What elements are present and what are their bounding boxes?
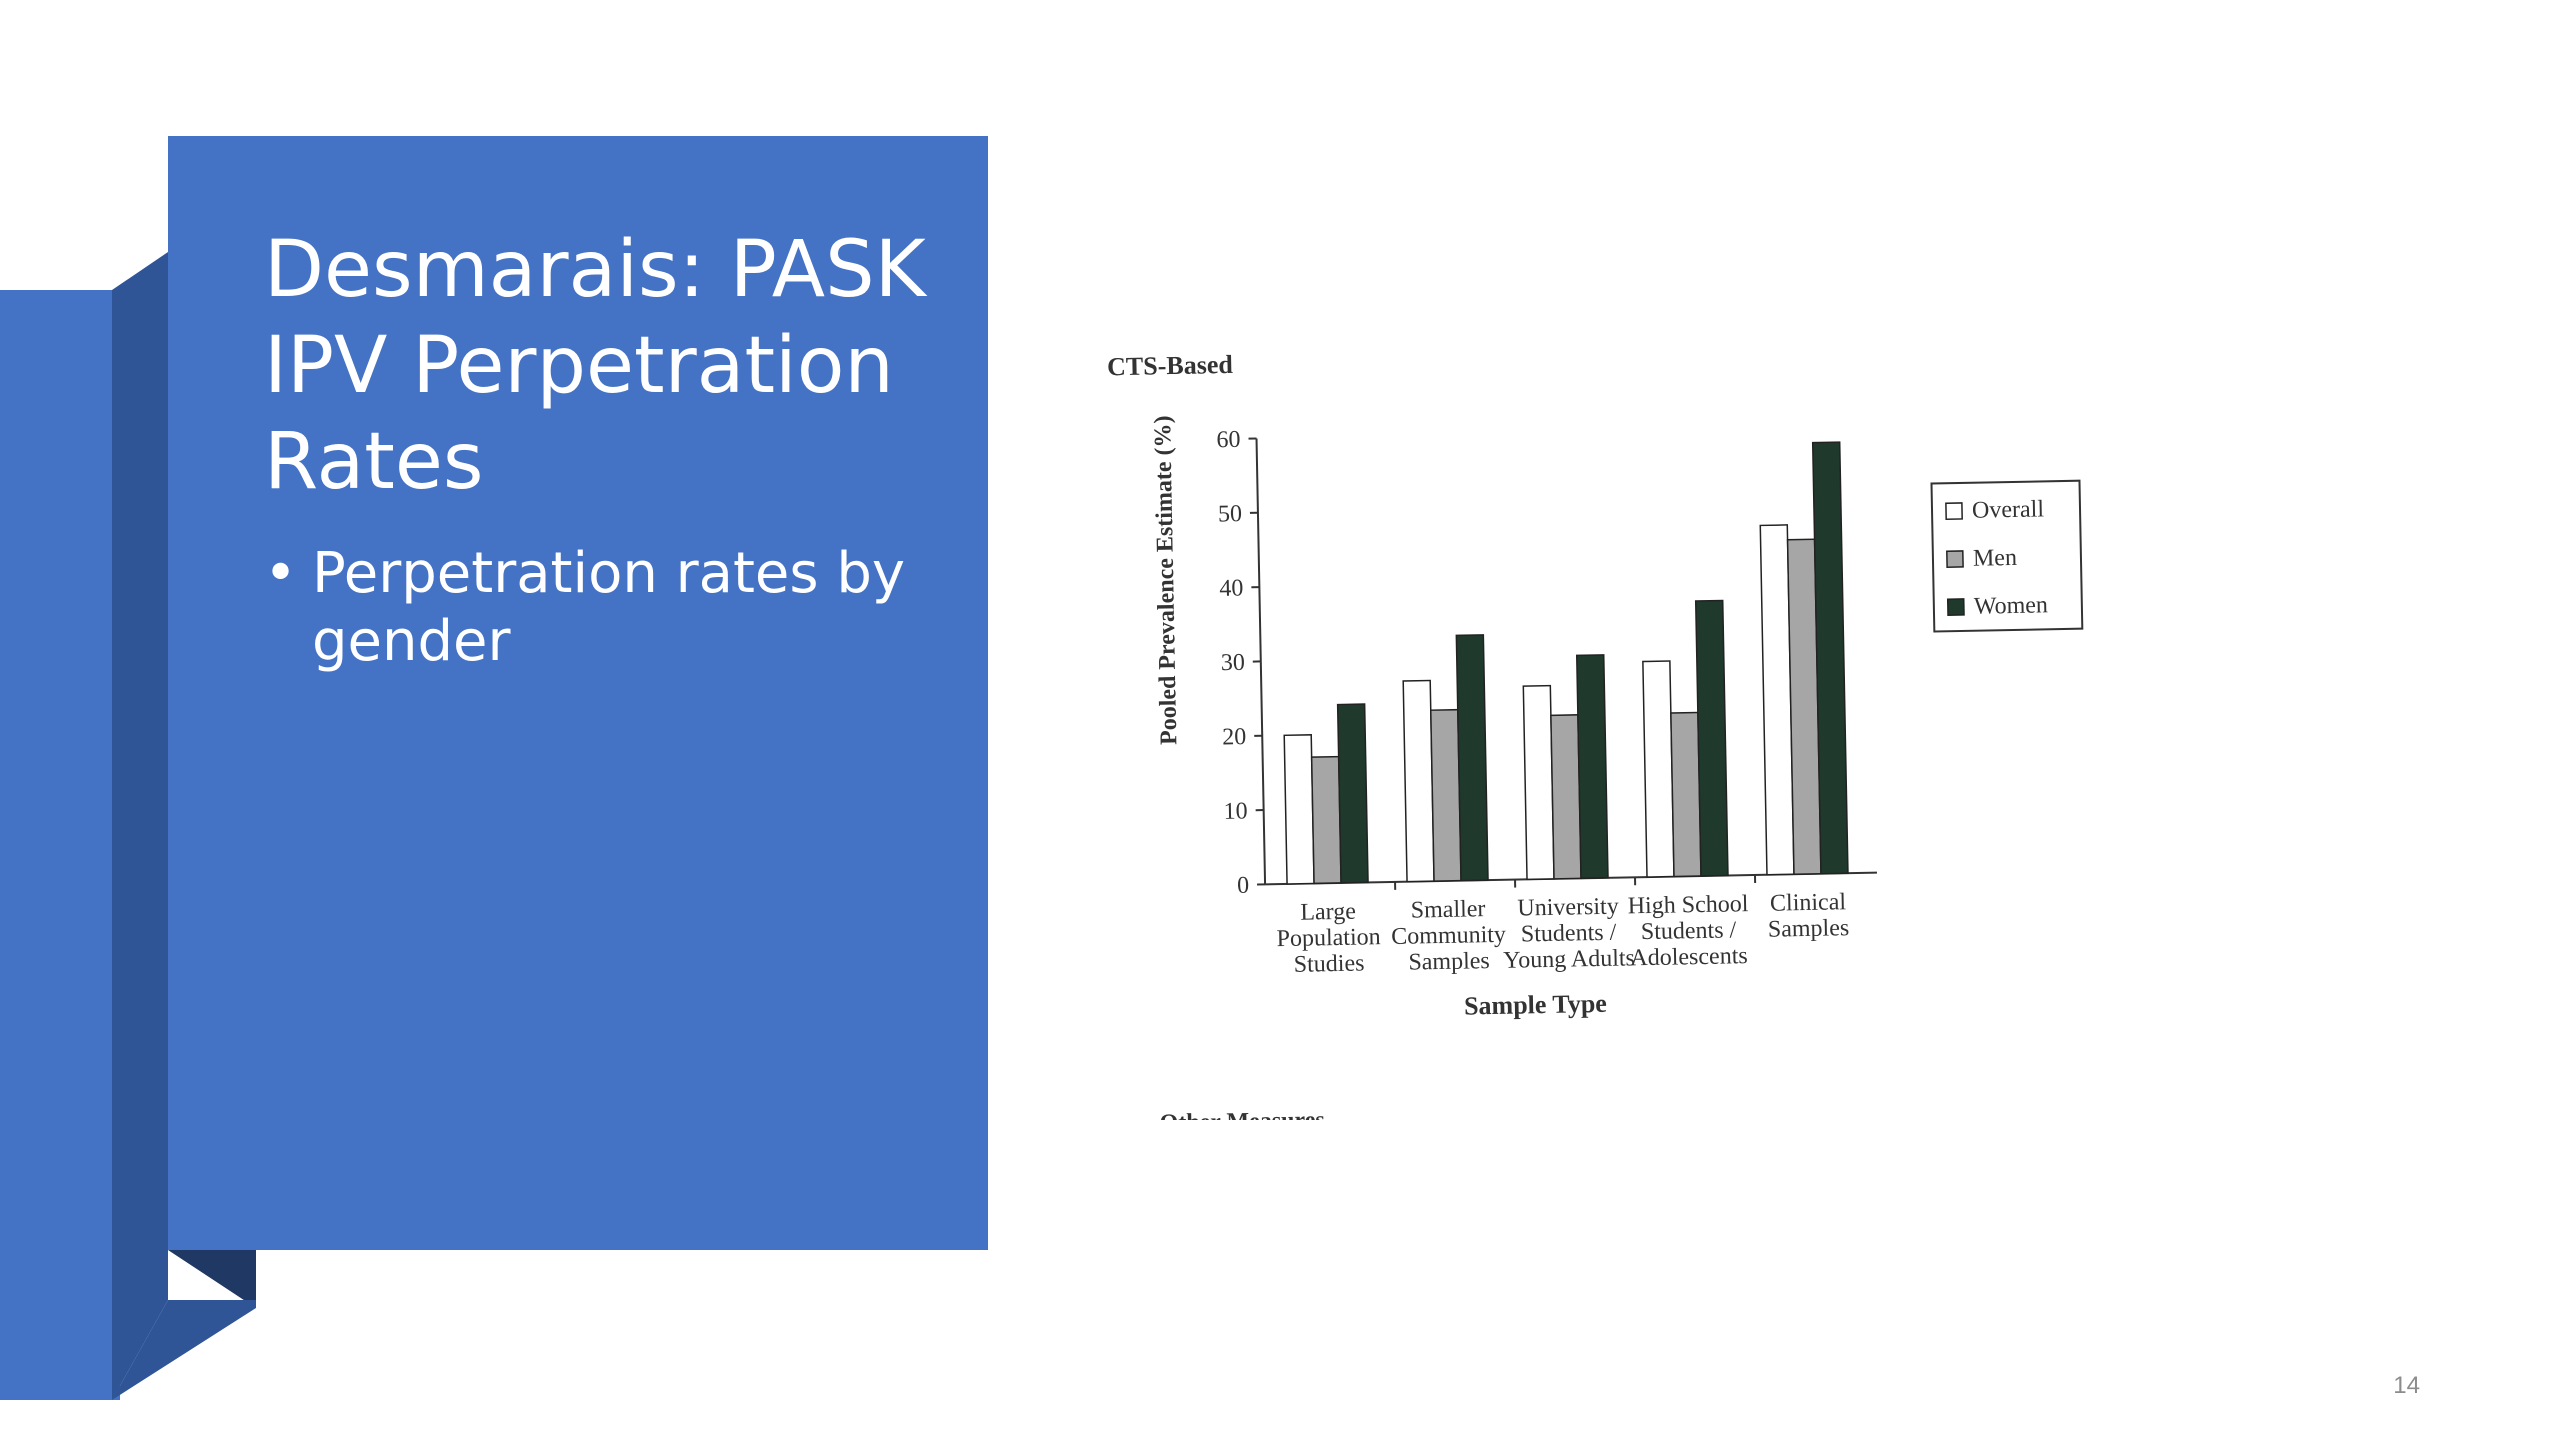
- x-category-label: Students /: [1641, 917, 1737, 945]
- bar-men: [1550, 714, 1582, 880]
- panel-side-shape: [112, 252, 256, 1400]
- y-tick-label: 50: [1218, 501, 1242, 527]
- y-tick-label: 30: [1221, 650, 1245, 676]
- x-category-label: Studies: [1294, 950, 1365, 977]
- x-category-label: Population: [1276, 924, 1380, 952]
- bar-overall: [1283, 734, 1315, 885]
- x-category-label: Clinical: [1770, 889, 1847, 916]
- legend-box: [1930, 479, 2084, 633]
- chart-title: CTS-Based: [1107, 350, 1234, 381]
- y-tick-label: 20: [1222, 724, 1246, 750]
- legend-swatch: [1946, 550, 1964, 568]
- y-axis-label: Pooled Prevalence Estimate (%): [1150, 415, 1182, 745]
- bar-women: [1811, 441, 1849, 875]
- y-tick-label: 40: [1219, 575, 1243, 601]
- slide-number: 14: [2393, 1372, 2420, 1399]
- legend-label: Women: [1974, 592, 2049, 619]
- bullet-text: Perpetration rates by gender: [312, 541, 906, 674]
- bar-overall: [1642, 660, 1675, 878]
- x-category-label: Young Adults: [1503, 945, 1635, 974]
- legend: Overall Men Women: [1930, 479, 2084, 633]
- x-category-label: Samples: [1408, 948, 1490, 976]
- panel-back-shape: [0, 290, 120, 1400]
- x-category-label: Samples: [1768, 915, 1850, 943]
- bar-men: [1429, 708, 1462, 882]
- x-category-label: Large: [1300, 899, 1356, 926]
- x-axis-label: Sample Type: [1464, 989, 1607, 1021]
- next-section-heading: Other Measures: [1159, 1107, 1325, 1120]
- y-tick-label: 10: [1223, 798, 1247, 824]
- legend-swatch: [1946, 598, 1965, 616]
- x-category-label: Community: [1391, 922, 1506, 950]
- legend-label: Overall: [1972, 496, 2045, 523]
- bar-women: [1694, 599, 1729, 877]
- y-tick-label: 0: [1237, 873, 1249, 899]
- bar-overall: [1402, 679, 1435, 883]
- legend-swatch: [1945, 502, 1963, 521]
- panel-bottom-face: [168, 1250, 256, 1308]
- bar-women: [1455, 634, 1489, 882]
- x-category-label: Adolescents: [1630, 943, 1748, 971]
- panel-bottom-edge: [112, 1300, 256, 1400]
- panel-side-face: [112, 252, 168, 1400]
- bar-overall: [1522, 684, 1555, 881]
- title-panel: Desmarais: PASK IPV Perpetration Rates •…: [168, 136, 988, 1250]
- bullet-dot-icon: •: [264, 541, 298, 606]
- x-category-label: Students /: [1521, 920, 1617, 948]
- bar-chart: CTS-Based Pooled Prevalence Estimate (%)…: [1107, 350, 2084, 1120]
- bullet-list: • Perpetration rates by gender: [264, 540, 924, 676]
- x-category-label: University: [1517, 894, 1619, 922]
- slide-title: Desmarais: PASK IPV Perpetration Rates: [264, 225, 926, 507]
- bar-men: [1670, 711, 1702, 878]
- chart-image: CTS-Based Pooled Prevalence Estimate (%)…: [1100, 320, 2440, 1120]
- bar-women: [1575, 654, 1609, 880]
- y-tick-label: 60: [1216, 427, 1240, 453]
- bar-women: [1336, 703, 1369, 884]
- bullet-item: • Perpetration rates by gender: [264, 540, 924, 676]
- x-category-label: Smaller: [1411, 896, 1486, 923]
- legend-label: Men: [1973, 545, 2017, 572]
- x-category-label: High School: [1627, 891, 1748, 919]
- bar-men: [1310, 755, 1342, 885]
